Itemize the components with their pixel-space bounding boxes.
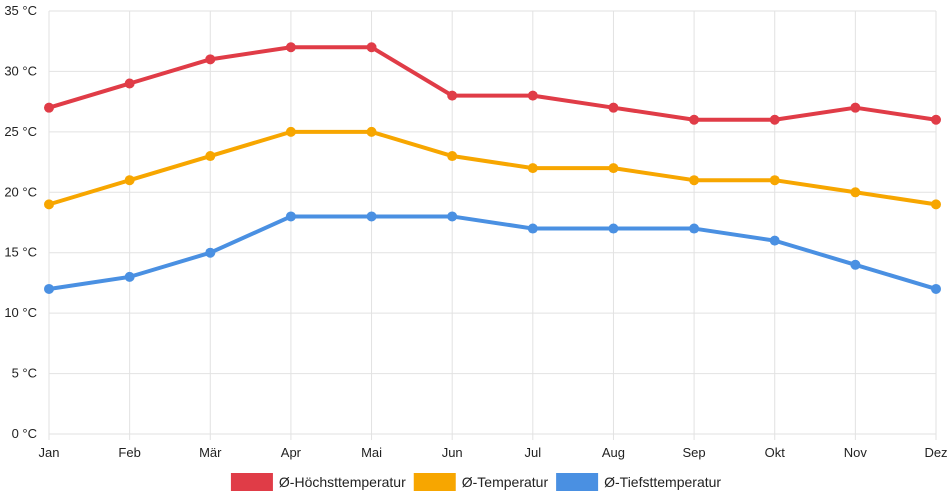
y-tick-label: 30 °C: [4, 63, 37, 78]
legend-swatch: [556, 473, 599, 491]
legend-item-3[interactable]: Ø-Tiefsttemperatur: [556, 473, 721, 491]
data-point[interactable]: [447, 151, 458, 162]
data-point[interactable]: [285, 211, 296, 222]
x-tick-label: Feb: [118, 445, 140, 460]
series-layer: [44, 42, 941, 294]
x-tick-label: Dez: [924, 445, 947, 460]
series-line: [47, 45, 938, 122]
y-tick-label: 10 °C: [4, 305, 37, 320]
legend-item-2[interactable]: Ø-Temperatur: [413, 473, 549, 491]
data-point[interactable]: [44, 283, 54, 294]
series-2: [44, 126, 941, 210]
data-point[interactable]: [366, 211, 377, 222]
x-tick-label: Jul: [525, 445, 542, 460]
y-tick-label: 20 °C: [4, 184, 37, 199]
data-point[interactable]: [285, 42, 296, 53]
legend-label: Ø-Temperatur: [462, 474, 549, 490]
y-tick-label: 35 °C: [4, 3, 37, 18]
data-point[interactable]: [769, 175, 780, 186]
x-tick-label: Sep: [683, 445, 706, 460]
y-tick-label: 15 °C: [4, 245, 37, 260]
y-tick-label: 0 °C: [12, 426, 37, 441]
data-point[interactable]: [769, 235, 780, 246]
data-point[interactable]: [689, 114, 700, 125]
data-point[interactable]: [850, 187, 861, 198]
grid-layer: [48, 10, 937, 440]
x-tick-label: Mär: [199, 445, 222, 460]
data-point[interactable]: [447, 211, 458, 222]
x-tick-label: Apr: [281, 445, 302, 460]
data-point[interactable]: [527, 223, 538, 234]
data-point[interactable]: [689, 223, 700, 234]
x-tick-label: Jan: [39, 445, 60, 460]
legend-label: Ø-Höchsttemperatur: [279, 474, 406, 490]
data-point[interactable]: [608, 163, 619, 174]
series-3: [44, 211, 941, 294]
data-point[interactable]: [769, 114, 780, 125]
legend-item-1[interactable]: Ø-Höchsttemperatur: [230, 473, 406, 491]
data-point[interactable]: [44, 199, 54, 210]
legend-swatch: [413, 473, 456, 491]
x-tick-label: Okt: [765, 445, 786, 460]
data-point[interactable]: [689, 175, 700, 186]
data-point[interactable]: [931, 114, 941, 125]
data-point[interactable]: [205, 151, 216, 162]
x-tick-label: Aug: [602, 445, 625, 460]
data-point[interactable]: [366, 42, 377, 53]
legend[interactable]: Ø-Höchsttemperatur Ø-Temperatur Ø-Tiefstte…: [230, 473, 721, 491]
series-line: [47, 129, 938, 207]
data-point[interactable]: [850, 259, 861, 270]
data-point[interactable]: [447, 90, 458, 101]
data-point[interactable]: [608, 102, 619, 113]
x-tick-label: Mai: [361, 445, 382, 460]
data-point[interactable]: [527, 163, 538, 174]
data-point[interactable]: [205, 247, 216, 258]
series-1: [44, 42, 941, 125]
data-point[interactable]: [124, 175, 135, 186]
y-tick-label: 25 °C: [4, 124, 37, 139]
data-point[interactable]: [931, 199, 941, 210]
x-tick-label: Nov: [844, 445, 868, 460]
data-point[interactable]: [931, 283, 941, 294]
y-tick-label: 5 °C: [12, 366, 37, 381]
data-point[interactable]: [205, 54, 216, 65]
legend-swatch: [230, 473, 273, 491]
data-point[interactable]: [527, 90, 538, 101]
data-point[interactable]: [366, 126, 377, 137]
data-point[interactable]: [608, 223, 619, 234]
data-point[interactable]: [124, 78, 135, 89]
data-point[interactable]: [285, 126, 296, 137]
data-point[interactable]: [850, 102, 861, 113]
x-tick-label: Jun: [442, 445, 463, 460]
legend-label: Ø-Tiefsttemperatur: [604, 474, 721, 490]
series-line: [47, 214, 938, 291]
data-point[interactable]: [44, 102, 54, 113]
axis-layer: 0 °C 5 °C 10 °C 15 °C 20 °C 25 °C 30 °C 35 °C Ja…: [4, 3, 947, 460]
data-point[interactable]: [124, 271, 135, 282]
